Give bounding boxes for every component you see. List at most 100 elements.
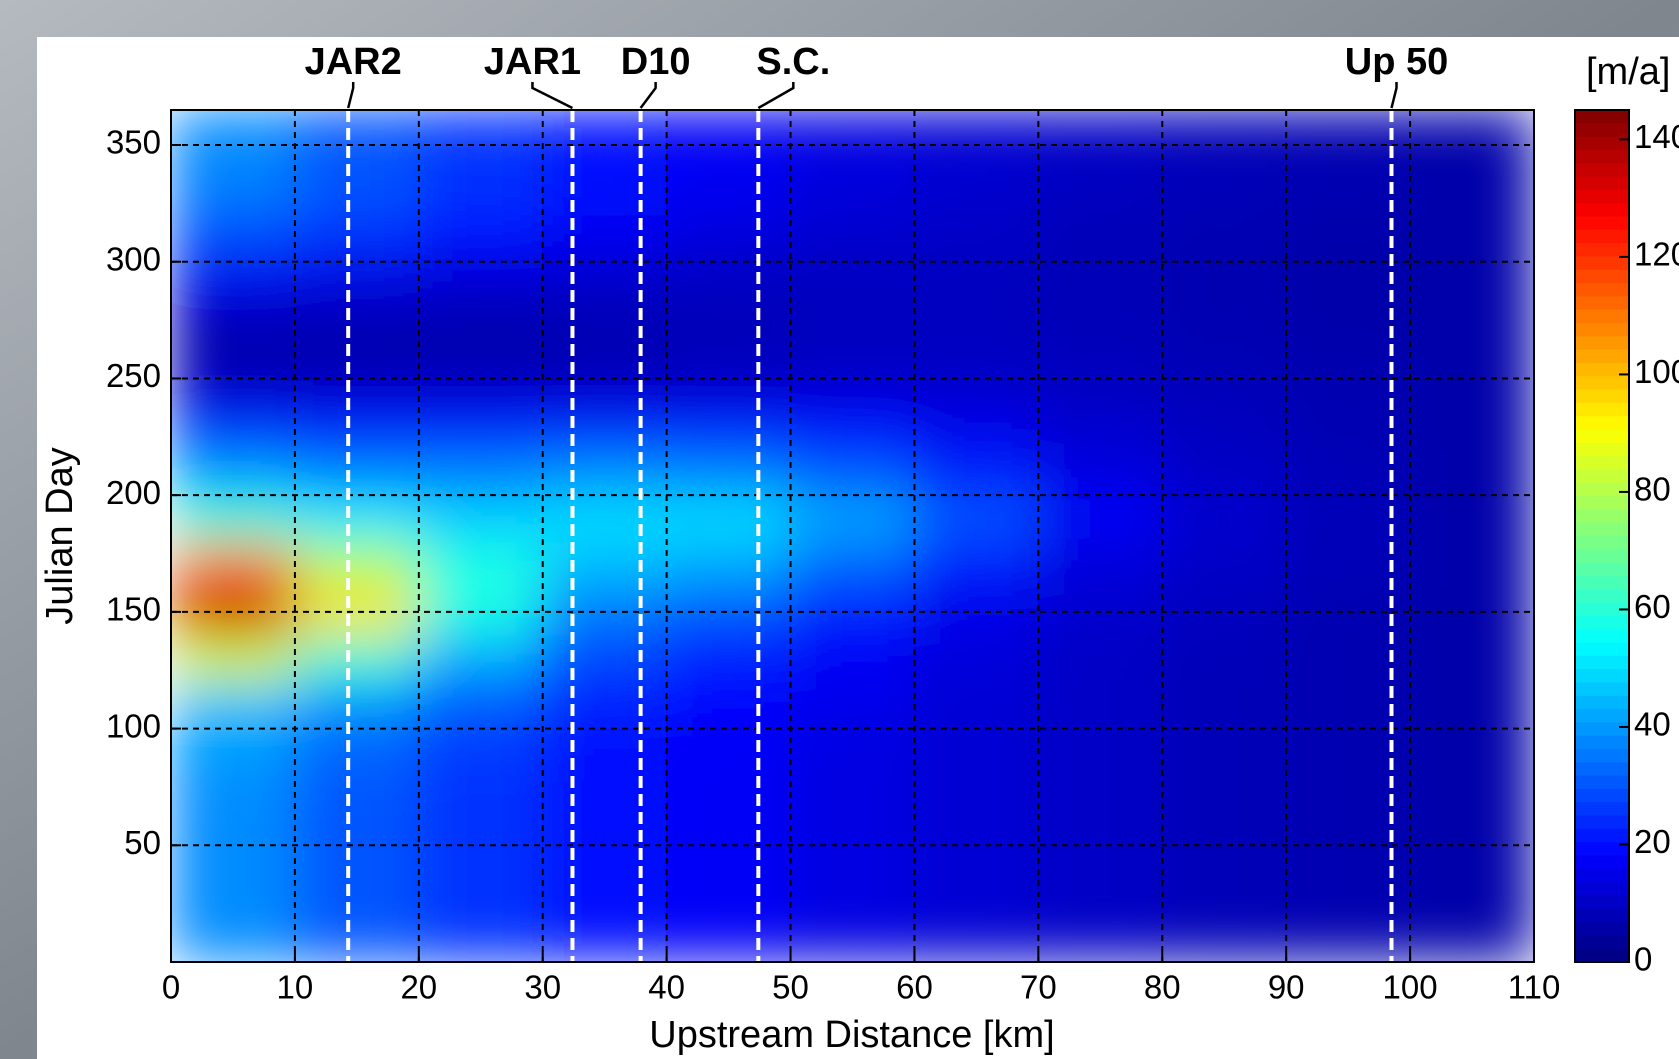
heat-cell bbox=[294, 774, 420, 823]
heat-cell bbox=[913, 634, 1039, 683]
heat-cell bbox=[913, 868, 1039, 916]
colorbar-swatch bbox=[1575, 283, 1629, 297]
colorbar-tick-label: 0 bbox=[1634, 941, 1652, 978]
heat-cell bbox=[171, 261, 296, 309]
station-label: Up 50 bbox=[1345, 41, 1448, 83]
heat-cell bbox=[294, 214, 420, 263]
heat-cell bbox=[1037, 681, 1163, 730]
heat-cell bbox=[790, 681, 915, 730]
heat-cell bbox=[790, 447, 915, 496]
heat-cell bbox=[790, 401, 915, 449]
colorbar-swatch bbox=[1575, 908, 1629, 923]
heat-cell bbox=[542, 634, 668, 683]
colorbar-swatch bbox=[1575, 269, 1629, 284]
colorbar-swatch bbox=[1575, 749, 1629, 763]
heat-cell bbox=[790, 634, 915, 683]
heat-cell bbox=[1409, 774, 1534, 823]
colorbar-swatch bbox=[1575, 922, 1629, 936]
colorbar-swatch bbox=[1575, 802, 1629, 817]
heat-cell bbox=[1161, 821, 1287, 870]
colorbar-swatch bbox=[1575, 895, 1629, 910]
heat-cell bbox=[542, 681, 668, 730]
colorbar-swatch bbox=[1575, 402, 1629, 417]
heat-cell bbox=[790, 588, 915, 636]
heat-cell bbox=[171, 354, 296, 403]
heat-cell bbox=[294, 110, 420, 169]
heat-cell bbox=[171, 914, 296, 962]
heat-cell bbox=[1161, 110, 1287, 169]
heat-cell bbox=[666, 588, 792, 636]
station-leader bbox=[639, 82, 657, 109]
heat-cell bbox=[171, 821, 296, 870]
colorbar-swatch bbox=[1575, 429, 1629, 444]
colorbar-swatch bbox=[1575, 389, 1629, 404]
x-tick-label: 40 bbox=[648, 969, 685, 1006]
heat-cell bbox=[171, 588, 296, 636]
heat-cell bbox=[1161, 914, 1287, 962]
y-tick-label: 150 bbox=[106, 591, 161, 628]
heat-cell bbox=[418, 494, 544, 543]
heat-cell bbox=[913, 681, 1039, 730]
heat-cell bbox=[913, 110, 1039, 169]
heat-cell bbox=[542, 110, 668, 169]
heat-cell bbox=[294, 681, 420, 730]
heat-cell bbox=[666, 214, 792, 263]
heatmap bbox=[171, 110, 1534, 962]
heat-cell bbox=[666, 167, 792, 216]
heat-cell bbox=[171, 214, 296, 263]
heat-cell bbox=[1037, 214, 1163, 263]
colorbar-swatch bbox=[1575, 536, 1629, 550]
colorbar-swatch bbox=[1575, 243, 1629, 258]
colorbar-swatch bbox=[1575, 336, 1629, 351]
plot-frame bbox=[170, 109, 1535, 963]
heat-cell bbox=[1161, 868, 1287, 916]
station-leader bbox=[346, 82, 355, 109]
heat-cell bbox=[790, 214, 915, 263]
colorbar-swatch bbox=[1575, 575, 1629, 590]
heat-cell bbox=[913, 214, 1039, 263]
colorbar-swatch bbox=[1575, 682, 1629, 697]
colorbar-tick-label: 40 bbox=[1634, 706, 1671, 743]
heat-cell bbox=[666, 728, 792, 776]
colorbar-swatch bbox=[1575, 589, 1629, 604]
colorbar-swatch bbox=[1575, 496, 1629, 510]
heat-cell bbox=[790, 494, 915, 543]
heat-cell bbox=[171, 634, 296, 683]
heat-cell bbox=[913, 774, 1039, 823]
colorbar-swatch bbox=[1575, 669, 1629, 684]
heat-cell bbox=[1037, 261, 1163, 309]
x-tick-label: 90 bbox=[1268, 969, 1305, 1006]
heat-cell bbox=[1037, 868, 1163, 916]
x-tick-label: 50 bbox=[772, 969, 809, 1006]
heat-cell bbox=[666, 494, 792, 543]
heat-cell bbox=[542, 868, 668, 916]
heat-cell bbox=[1161, 167, 1287, 216]
x-tick-label: 70 bbox=[1020, 969, 1057, 1006]
heat-cell bbox=[542, 728, 668, 776]
colorbar-swatch bbox=[1575, 722, 1629, 737]
colorbar-swatch bbox=[1575, 695, 1629, 710]
heat-cell bbox=[1409, 261, 1534, 309]
colorbar-tick-label: 120 bbox=[1634, 236, 1679, 273]
heat-cell bbox=[542, 541, 668, 590]
heat-cell bbox=[790, 868, 915, 916]
heat-cell bbox=[913, 167, 1039, 216]
heat-cell bbox=[790, 261, 915, 309]
heat-cell bbox=[418, 868, 544, 916]
heat-cell bbox=[542, 914, 668, 962]
colorbar-label: [m/a] bbox=[1586, 51, 1670, 93]
heat-cell bbox=[1409, 447, 1534, 496]
heat-cell bbox=[294, 728, 420, 776]
x-tick-label: 80 bbox=[1144, 969, 1181, 1006]
colorbar-swatch bbox=[1575, 828, 1629, 843]
heat-cell bbox=[171, 728, 296, 776]
colorbar-swatch bbox=[1575, 416, 1629, 431]
colorbar-swatch bbox=[1575, 602, 1629, 617]
heat-cell bbox=[418, 261, 544, 309]
y-tick-label: 50 bbox=[124, 824, 161, 861]
heat-cell bbox=[294, 307, 420, 356]
heat-cell bbox=[666, 681, 792, 730]
heat-cell bbox=[790, 541, 915, 590]
heat-cell bbox=[542, 494, 668, 543]
